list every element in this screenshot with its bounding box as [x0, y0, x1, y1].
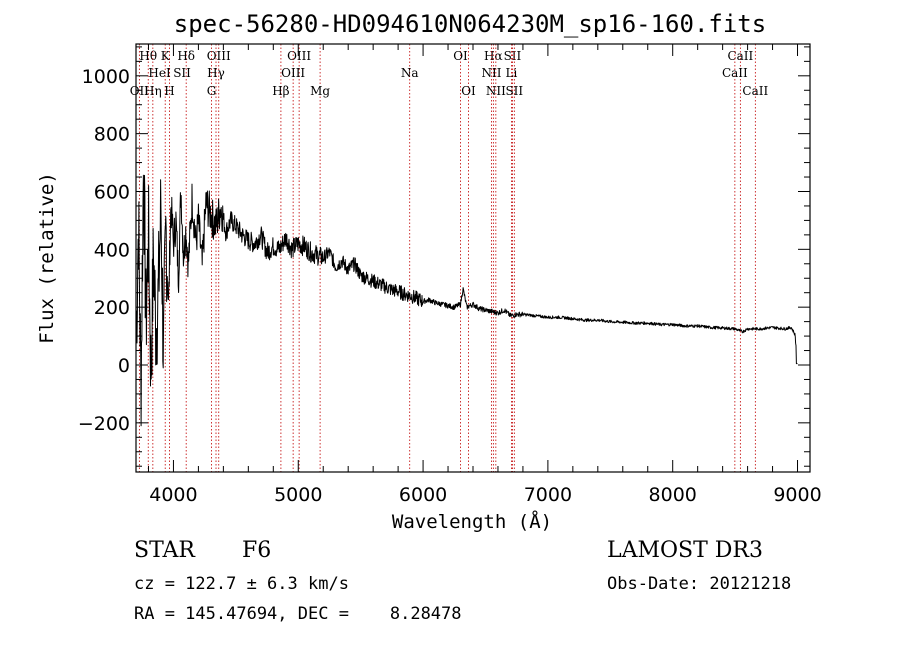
line-label-extra-1: SII: [173, 66, 191, 80]
line-label-17: NII: [481, 66, 501, 80]
line-label-16: Hα: [484, 49, 503, 63]
y-tick-label: 0: [118, 355, 130, 377]
line-label-5: Hδ: [177, 49, 195, 63]
line-label-11: OIII: [281, 66, 305, 80]
line-label-24: CaII: [742, 84, 768, 98]
line-label-10: OIII: [287, 49, 311, 63]
line-label-7: Hγ: [207, 66, 225, 80]
line-label-3: K: [161, 49, 171, 63]
line-label-15: OI: [461, 84, 476, 98]
axis-ticks: 4000 5000 6000 7000 8000 9000 −200 0 200 400 600 80…: [78, 44, 822, 506]
y-axis-label: Flux (relative): [36, 172, 58, 344]
chart-title: spec-56280-HD094610N064230M_sp16-160.fit…: [174, 10, 766, 38]
data-layer: [135, 174, 798, 427]
line-label-14: OI: [453, 49, 468, 63]
redshift-cz: cz = 122.7 ± 6.3 km/s: [134, 574, 349, 594]
x-tick-label: 5000: [274, 484, 322, 506]
line-label-4: H: [164, 84, 174, 98]
line-label-0: OII: [130, 84, 150, 98]
plot-frame: [135, 43, 811, 473]
line-label-18: NII: [486, 84, 506, 98]
x-tick-label: 4000: [149, 484, 197, 506]
x-axis-label: Wavelength (Å): [392, 510, 552, 533]
line-label-19: SII: [504, 49, 522, 63]
obs-date: Obs-Date: 20121218: [607, 574, 792, 594]
line-label-21: SII: [505, 84, 523, 98]
object-subclass: F6: [242, 538, 272, 563]
line-label-extra-0: HeI: [148, 66, 171, 80]
line-label-12: Mg: [310, 84, 330, 98]
x-tick-label: 6000: [399, 484, 447, 506]
y-tick-label: 400: [94, 239, 130, 261]
x-tick-label: 8000: [649, 484, 697, 506]
y-tick-label: 1000: [82, 66, 130, 88]
x-tick-label: 9000: [773, 484, 821, 506]
object-class: STAR: [134, 538, 195, 563]
spectrum-chart: spec-56280-HD094610N064230M_sp16-160.fit…: [36, 10, 822, 533]
line-label-23: CaII: [722, 66, 748, 80]
line-label-8: G: [207, 84, 217, 98]
line-label-13: Na: [401, 66, 419, 80]
emission-lines: OII Hθ Hη K H Hδ OIII Hγ G Hβ OIII OIII Mg Na OI OI Hα NI…: [130, 44, 768, 472]
spectrum-series: [135, 174, 798, 427]
survey-name: LAMOST DR3: [607, 538, 763, 563]
y-tick-label: −200: [78, 413, 130, 435]
line-label-22: CaII: [727, 49, 753, 63]
line-label-6: OIII: [207, 49, 231, 63]
line-label-20: Li: [506, 66, 518, 80]
y-tick-label: 200: [94, 297, 130, 319]
line-label-1: Hθ: [139, 49, 157, 63]
line-label-2: Hη: [144, 84, 162, 98]
y-tick-label: 600: [94, 181, 130, 203]
x-tick-label: 7000: [524, 484, 572, 506]
line-label-9: Hβ: [272, 84, 289, 98]
y-tick-label: 800: [94, 124, 130, 146]
coordinates: RA = 145.47694, DEC = 8.28478: [134, 604, 462, 624]
